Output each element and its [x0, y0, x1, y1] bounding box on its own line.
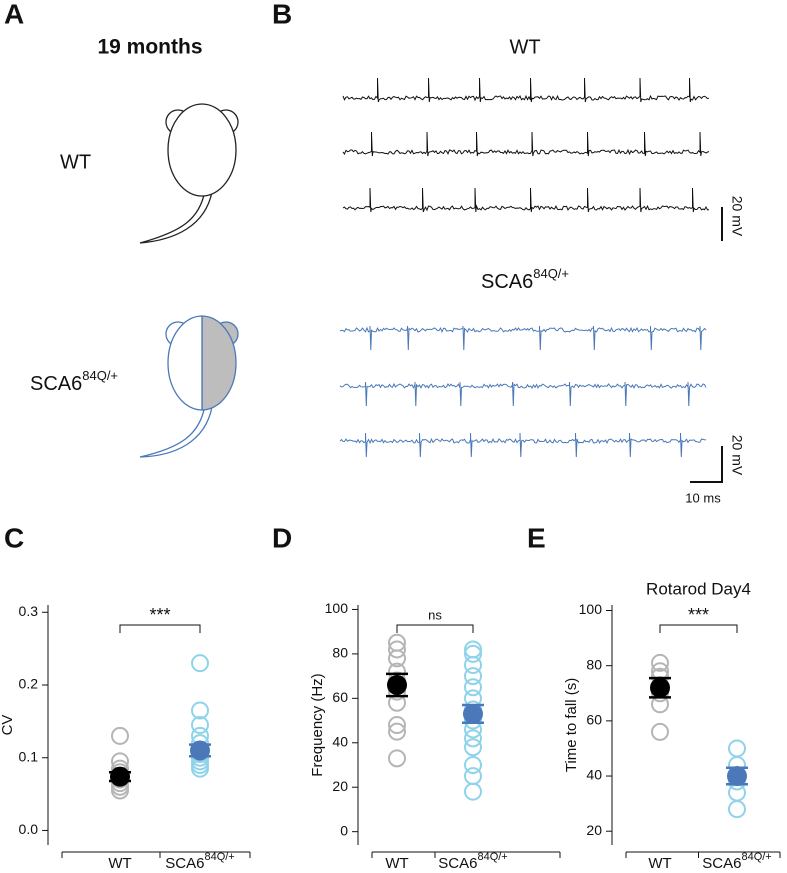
y-tick-label: 20 — [332, 778, 348, 794]
data-point — [464, 678, 482, 697]
y-tick-label: 0.3 — [19, 603, 39, 619]
significance-bracket — [119, 624, 201, 633]
y-tick-label: 40 — [586, 767, 602, 783]
data-point — [651, 695, 669, 714]
panel-letter: B — [272, 0, 292, 29]
data-point — [651, 653, 669, 672]
significance-label: *** — [149, 605, 170, 625]
y-tick-label: 60 — [332, 689, 348, 705]
panel-a-title: 19 months — [97, 36, 202, 59]
trace — [342, 131, 710, 157]
data-point — [464, 767, 482, 786]
x-tick-label-main: WT — [648, 855, 671, 872]
chart-title: Rotarod Day4 — [646, 579, 751, 598]
mean-point — [110, 766, 130, 787]
traces — [339, 77, 710, 458]
y-axis-label: CV — [0, 715, 16, 736]
x-tick-label-main: WT — [108, 855, 131, 872]
y-tick-label: 0.0 — [19, 821, 39, 837]
y-axis-label: Time to fall (s) — [563, 678, 580, 772]
y-tick-label: 80 — [586, 656, 602, 672]
data-point — [388, 716, 406, 734]
wt-mouse — [139, 103, 239, 244]
y-tick-label: 40 — [332, 733, 348, 749]
x-tick-label-sup: 84Q/+ — [477, 851, 507, 863]
x-tick-label-main: WT — [385, 855, 408, 872]
y-tick-label: 0.2 — [19, 676, 39, 692]
mean-point — [387, 675, 407, 695]
group-label: WT — [60, 151, 91, 173]
y-tick-label: 20 — [586, 822, 602, 838]
data-point — [464, 656, 482, 674]
group-label-sup: 84Q/+ — [82, 368, 118, 383]
data-point — [651, 722, 669, 741]
y-tick-label: 60 — [586, 712, 602, 728]
mean-point — [190, 740, 210, 761]
data-point — [464, 644, 482, 663]
x-tick-label: WT — [385, 855, 408, 872]
trace-title-main: SCA6 — [481, 271, 533, 293]
data-point — [728, 739, 746, 758]
data-point — [728, 800, 746, 819]
significance-bracket — [659, 624, 738, 633]
panel-letter: E — [527, 522, 546, 553]
data-point — [388, 649, 406, 668]
significance-label: ns — [428, 607, 442, 622]
trace-title: SCA684Q/+ — [481, 266, 569, 293]
x-tick-label-sup: 84Q/+ — [204, 851, 234, 863]
group-label: SCA684Q/+ — [30, 368, 118, 395]
data-point — [464, 729, 482, 748]
scale-label: 20 mV — [729, 196, 745, 237]
data-point — [464, 756, 482, 774]
significance-label: *** — [688, 605, 709, 625]
data-point — [191, 701, 209, 720]
trace — [339, 381, 707, 407]
data-point — [388, 722, 406, 741]
trace-title-sup: 84Q/+ — [533, 266, 569, 281]
panel-letter: A — [4, 0, 24, 29]
panel-letter: D — [272, 522, 292, 553]
x-tick-label-main: SCA6 — [438, 855, 477, 872]
y-tick-label: 0.1 — [19, 748, 39, 764]
x-tick-label: SCA684Q/+ — [165, 851, 234, 872]
data-point — [191, 654, 209, 673]
y-tick-label: 0 — [340, 822, 348, 838]
scale-label: 10 ms — [685, 490, 721, 505]
x-tick-label: WT — [648, 855, 671, 872]
data-point — [111, 726, 129, 745]
data-point — [464, 782, 482, 801]
x-tick-label: SCA684Q/+ — [702, 851, 771, 872]
y-tick-label: 80 — [332, 645, 348, 661]
y-tick-label: 100 — [325, 600, 349, 616]
significance-bracket — [396, 624, 474, 633]
panel-letter: C — [4, 522, 24, 553]
y-tick-label: 100 — [579, 601, 603, 617]
trace — [342, 187, 710, 213]
scale-bar — [690, 446, 723, 483]
x-tick-label-main: SCA6 — [165, 855, 204, 872]
data-point — [464, 738, 482, 757]
sca-mouse — [139, 315, 239, 458]
scale-label: 20 mV — [729, 435, 745, 476]
mean-point — [650, 677, 670, 698]
data-point — [191, 759, 209, 778]
data-point — [388, 749, 406, 768]
data-point — [191, 716, 209, 734]
data-point — [388, 640, 406, 659]
y-axis-label: Frequency (Hz) — [309, 673, 326, 776]
trace — [339, 325, 707, 351]
x-tick-label: WT — [108, 855, 131, 872]
x-tick-label: SCA684Q/+ — [438, 851, 507, 872]
data-point — [464, 667, 482, 686]
trace — [339, 432, 707, 458]
mean-point — [727, 766, 747, 787]
group-label-main: SCA6 — [30, 373, 82, 395]
x-tick-label-main: SCA6 — [702, 855, 741, 872]
trace — [342, 77, 710, 103]
trace-title: WT — [509, 36, 540, 58]
x-tick-label-sup: 84Q/+ — [741, 851, 771, 863]
mean-point — [463, 703, 483, 724]
data-point — [728, 783, 746, 802]
